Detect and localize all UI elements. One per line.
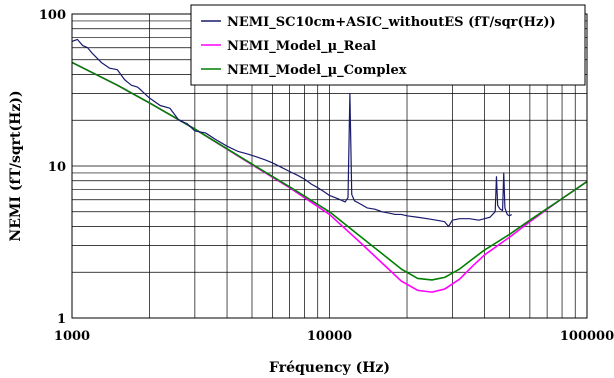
legend-box	[190, 4, 586, 86]
x-axis-label: Fréquency (Hz)	[269, 360, 390, 376]
y-tick-label: 100	[39, 8, 66, 23]
legend-label-3: NEMI_Model_µ_Complex	[227, 63, 407, 78]
y-tick-label: 1	[57, 312, 66, 327]
y-tick-label: 10	[48, 160, 66, 175]
x-tick-label: 1000	[54, 329, 90, 344]
series-line-1	[71, 38, 513, 228]
y-axis-label: NEMI (fT/sqrt(Hz))	[8, 90, 24, 241]
tick-labels: 1000 10000 100000 1 10 100	[39, 8, 614, 344]
legend: NEMI_SC10cm+ASIC_withoutES (fT/sqr(Hz)) N…	[190, 4, 586, 86]
series-layer	[71, 38, 588, 293]
legend-label-1: NEMI_SC10cm+ASIC_withoutES (fT/sqr(Hz))	[227, 15, 556, 30]
legend-label-2: NEMI_Model_µ_Real	[227, 39, 376, 54]
x-tick-label: 10000	[307, 329, 352, 344]
x-tick-label: 100000	[560, 329, 614, 344]
series-line-3	[71, 61, 588, 281]
